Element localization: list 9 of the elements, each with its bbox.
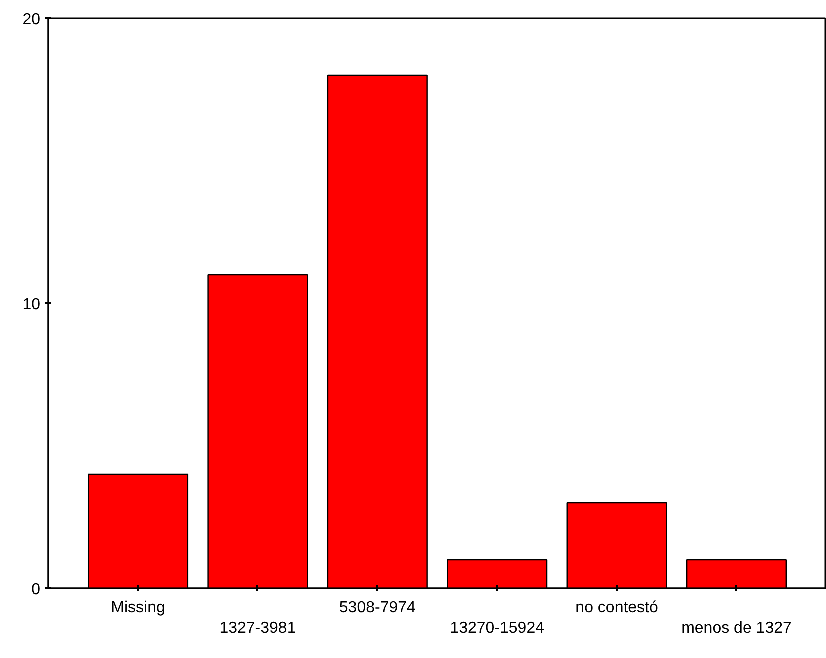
y-tick-label: 0 bbox=[32, 582, 41, 598]
x-tick-label: 13270-15924 bbox=[450, 620, 545, 637]
y-tick-label: 20 bbox=[22, 12, 41, 28]
x-tick-label: 1327-3981 bbox=[220, 620, 296, 637]
x-tick-label: 5308-7974 bbox=[339, 600, 416, 616]
x-tick-label: no contestó bbox=[576, 600, 659, 616]
y-tick-label: 10 bbox=[22, 296, 41, 314]
x-tick-label: Missing bbox=[111, 600, 166, 616]
x-tick-label: menos de 1327 bbox=[682, 620, 792, 637]
